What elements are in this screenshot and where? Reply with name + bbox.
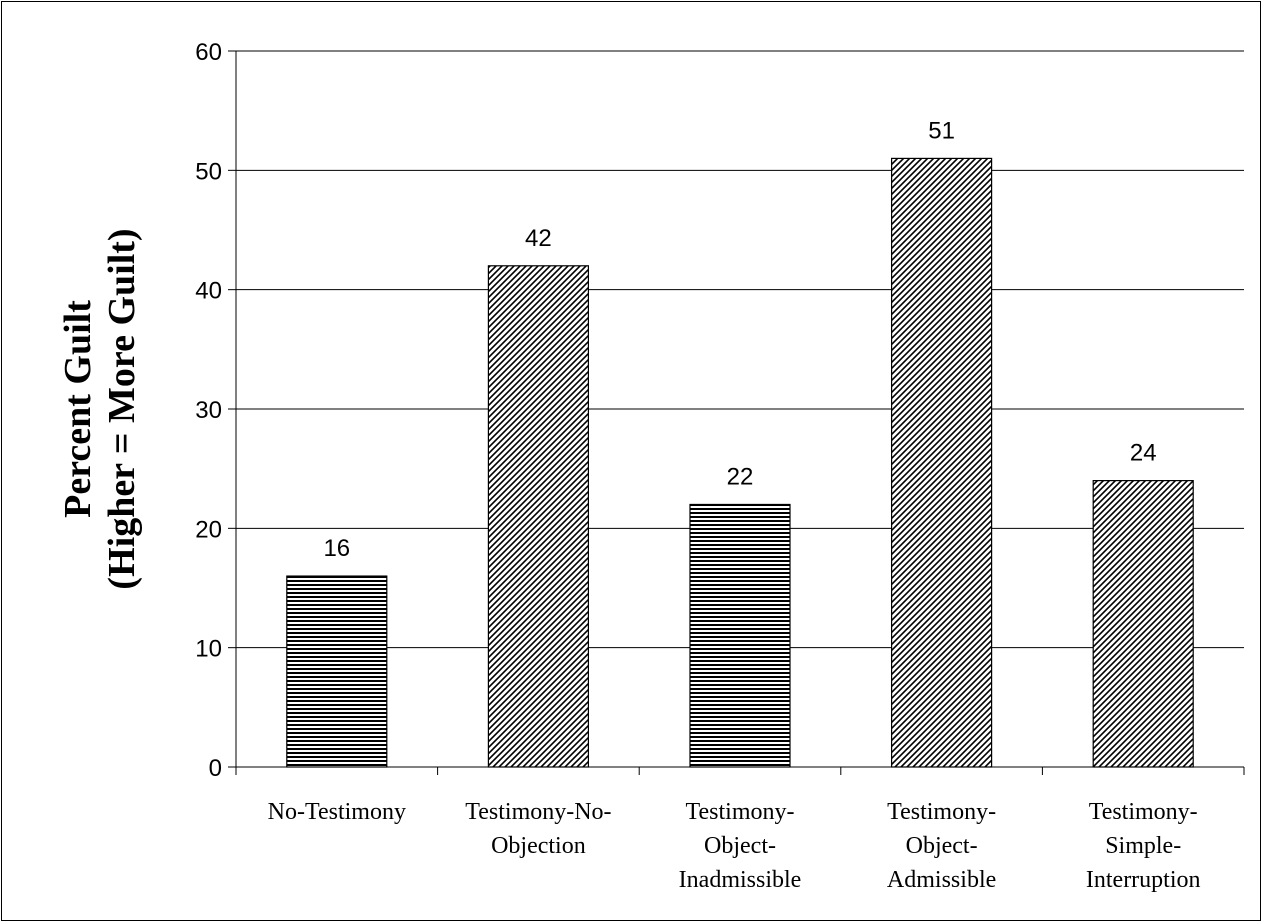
y-tick-label: 50 [195, 158, 222, 185]
y-tick-label: 20 [195, 516, 222, 543]
grid-lines [236, 50, 1244, 649]
data-label: 22 [727, 463, 754, 490]
data-label: 51 [928, 117, 955, 144]
data-label: 24 [1130, 440, 1157, 467]
bar [286, 575, 388, 768]
y-tick-label: 60 [195, 39, 222, 66]
bar [689, 503, 791, 768]
data-label: 42 [525, 225, 552, 252]
bar [890, 157, 993, 768]
y-tick-label: 40 [195, 278, 222, 305]
x-tick-label: Testimony-No-Objection [465, 799, 611, 859]
y-axis-label: Percent Guilt(Higher = More Guilt) [57, 228, 143, 589]
data-label: 16 [323, 535, 350, 562]
x-tick-label: Testimony-Object-Admissible [887, 799, 996, 893]
y-tick-label: 10 [195, 636, 222, 663]
y-tick-label: 0 [209, 755, 222, 782]
x-tick-label: No-Testimony [268, 799, 406, 825]
bar [487, 265, 589, 768]
bar [1092, 480, 1194, 768]
x-tick-label: Testimony-Simple-Interruption [1086, 799, 1201, 893]
x-tick-label: Testimony-Object-Inadmissible [679, 799, 802, 893]
labels: 0 10 20 30 40 50 60 16 No-Testimony 42 Testimony-N… [195, 39, 1200, 893]
y-tick-label: 30 [195, 397, 222, 424]
bars [286, 157, 1194, 768]
